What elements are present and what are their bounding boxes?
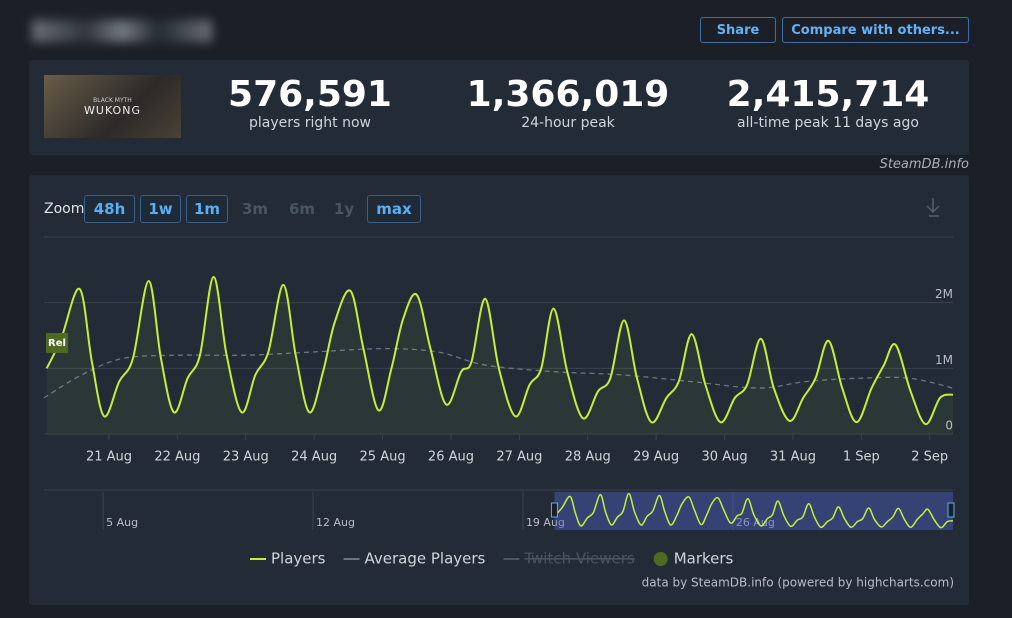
share-label: Share xyxy=(716,22,760,38)
navigator-tick-label: 19 Aug xyxy=(526,516,565,529)
x-tick-label: 28 Aug xyxy=(565,450,611,465)
stat: 1,366,019 24-hour peak xyxy=(448,74,688,131)
navigator-tick-label: 12 Aug xyxy=(316,516,355,529)
navigator-line xyxy=(555,492,954,529)
x-tick-label: 23 Aug xyxy=(223,450,269,465)
compare-label: Compare with others... xyxy=(791,22,960,38)
stat-label: all-time peak 11 days ago xyxy=(737,115,919,131)
y-tick-label: 2M xyxy=(935,287,953,301)
logo-title: WUKONG xyxy=(84,104,141,117)
zoom-button: 1y xyxy=(333,200,355,218)
stat-value: 1,366,019 xyxy=(466,74,670,115)
y-tick-label: 0 xyxy=(945,419,953,433)
stats-panel: BLACK MYTH WUKONG 576,591 players right n… xyxy=(29,60,969,155)
x-tick-label: 21 Aug xyxy=(86,450,132,465)
navigator-handle[interactable] xyxy=(947,502,955,518)
logo-subtitle: BLACK MYTH xyxy=(93,97,132,104)
annotation-box xyxy=(46,333,68,353)
legend-symbol xyxy=(653,552,668,566)
zoom-button: 3m xyxy=(241,200,269,218)
legend-label[interactable]: Twitch Viewers xyxy=(523,550,635,568)
y-tick-label: 1M xyxy=(935,353,953,367)
navigator-tick-label: 26 Aug xyxy=(736,516,775,529)
compare-button[interactable]: Compare with others... xyxy=(782,17,969,43)
stat: 576,591 players right now xyxy=(190,74,430,131)
chart-panel xyxy=(29,175,969,605)
annotation-label: Rel xyxy=(48,338,66,349)
x-tick-label: 25 Aug xyxy=(360,450,406,465)
x-tick-label: 24 Aug xyxy=(291,450,337,465)
stat-value: 576,591 xyxy=(228,74,392,115)
game-logo: BLACK MYTH WUKONG xyxy=(44,75,181,138)
legend-label[interactable]: Players xyxy=(271,550,326,568)
credit: data by SteamDB.info (powered by highcha… xyxy=(642,576,954,590)
zoom-button[interactable]: 48h xyxy=(84,195,135,223)
x-tick-label: 22 Aug xyxy=(154,450,200,465)
legend-label[interactable]: Markers xyxy=(674,550,734,568)
x-tick-label: 27 Aug xyxy=(496,450,542,465)
blurred-title xyxy=(32,20,212,42)
stat-label: 24-hour peak xyxy=(521,115,615,131)
area xyxy=(46,277,953,434)
series-line xyxy=(45,276,954,426)
zoom-button[interactable]: 1w xyxy=(140,195,181,223)
x-tick-label: 31 Aug xyxy=(770,450,816,465)
x-tick-label: 2 Sep xyxy=(911,450,948,465)
zoom-button[interactable]: 1m xyxy=(186,195,228,223)
zoom-button[interactable]: max xyxy=(367,195,421,223)
watermark: SteamDB.info xyxy=(879,157,969,172)
navigator-handle[interactable] xyxy=(550,502,558,518)
legend-label[interactable]: Average Players xyxy=(365,550,486,568)
stat-label: players right now xyxy=(249,115,371,131)
zoom-label: Zoom xyxy=(44,201,85,217)
x-tick-label: 29 Aug xyxy=(633,450,679,465)
navigator-tick-label: 5 Aug xyxy=(106,516,138,529)
x-tick-label: 26 Aug xyxy=(428,450,474,465)
download-icon[interactable] xyxy=(926,198,940,217)
stat-value: 2,415,714 xyxy=(726,74,930,115)
share-button[interactable]: Share xyxy=(700,17,776,43)
stat: 2,415,714 all-time peak 11 days ago xyxy=(708,74,948,131)
zoom-button: 6m xyxy=(288,200,316,218)
navigator-selection xyxy=(554,492,953,530)
x-tick-label: 30 Aug xyxy=(702,450,748,465)
x-tick-label: 1 Sep xyxy=(843,450,880,465)
